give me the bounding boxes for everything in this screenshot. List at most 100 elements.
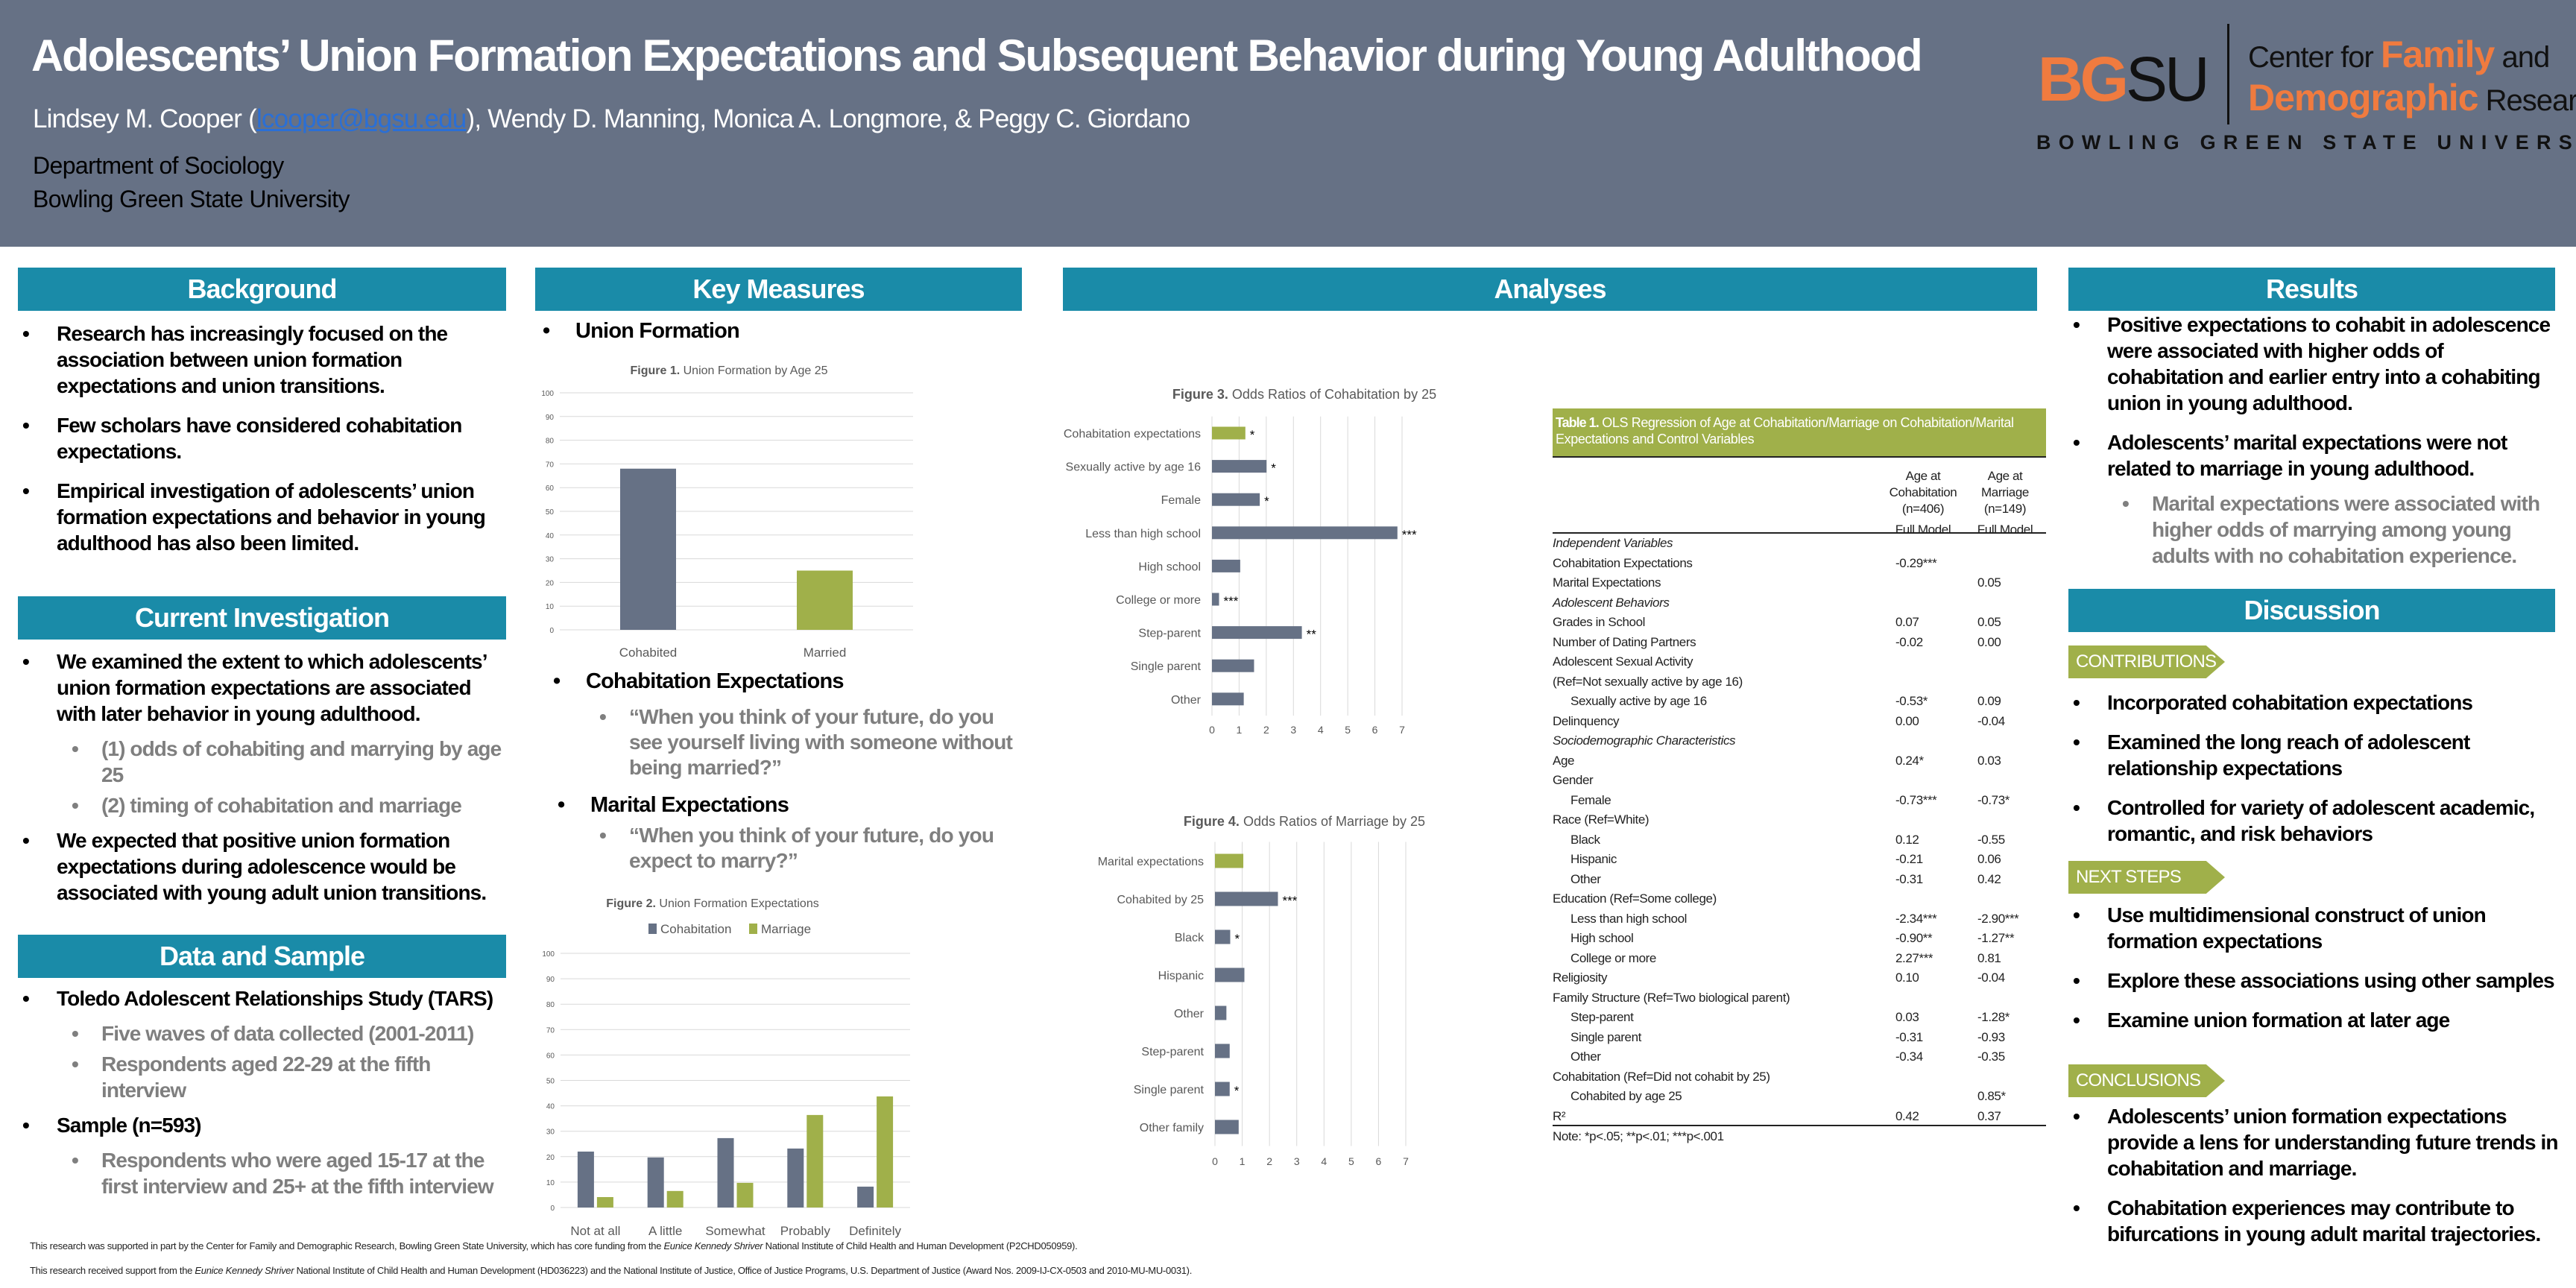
bullet-item: Adolescents’ marital expectations were n… <box>2068 429 2560 482</box>
row-label: High school <box>1570 931 1634 945</box>
table-row: Family Structure (Ref=Two biological par… <box>1553 988 2046 1008</box>
cohabitation-value: -0.34 <box>1895 1049 1923 1064</box>
y-tick-label: 70 <box>546 1026 555 1035</box>
y-tick-label: 50 <box>546 1078 555 1086</box>
funding-note-1: This research was supported in part by t… <box>30 1240 1078 1251</box>
poster-title: Adolescents’ Union Formation Expectation… <box>31 31 1923 80</box>
bgsu-logo: BGSU <box>2038 44 2210 114</box>
current-investigation-list: We examined the extent to which adolesce… <box>18 648 506 919</box>
row-label: Gender <box>1553 773 1594 787</box>
category-label: A little <box>648 1224 682 1238</box>
cohabitation-value: 0.07 <box>1895 615 1919 629</box>
cohabitation-value: 0.00 <box>1895 713 1919 728</box>
legend-label: Cohabitation <box>660 922 731 936</box>
chart-title: Figure 4. Odds Ratios of Marriage by 25 <box>1184 814 1425 829</box>
table-row: College or more 2.27*** 0.81 <box>1553 949 2046 969</box>
chart-title: Figure 1. Union Formation by Age 25 <box>630 364 827 377</box>
bar <box>787 1148 804 1208</box>
bar <box>647 1157 664 1208</box>
x-tick-label: 6 <box>1372 724 1378 736</box>
marriage-value <box>1964 1067 2046 1087</box>
figure-number: Figure 3. <box>1172 387 1228 402</box>
category-label: Married <box>804 645 847 660</box>
marriage-value <box>1964 889 2046 909</box>
bullet-item: Adolescents’ union formation expectation… <box>2068 1103 2560 1181</box>
row-label: Grades in School <box>1553 615 1646 629</box>
bar <box>1212 426 1246 440</box>
cohabitation-value: -0.29*** <box>1895 555 1937 570</box>
y-tick-label: 20 <box>546 579 555 587</box>
bullet-item: Positive expectations to cohabit in adol… <box>2068 312 2560 416</box>
category-label: Other family <box>1140 1122 1204 1134</box>
bar <box>1212 626 1302 640</box>
table-row: Other -0.34 -0.35 <box>1553 1047 2046 1067</box>
table-row: Age 0.24* 0.03 <box>1553 751 2046 771</box>
contributions-list: Incorporated cohabitation expectations Ex… <box>2068 689 2560 860</box>
category-label: Other <box>1174 1008 1205 1020</box>
table-title: Table 1. OLS Regression of Age at Cohabi… <box>1553 408 2046 458</box>
category-label: Cohabited <box>619 645 678 660</box>
significance-marker: ** <box>1307 628 1317 642</box>
y-tick-label: 90 <box>546 414 555 422</box>
conclusions-list: Adolescents’ union formation expectation… <box>2068 1103 2560 1260</box>
email-link[interactable]: lcooper@bgsu.edu <box>256 104 467 133</box>
cohab-expectations-measure: Cohabitation Expectations <box>546 669 845 694</box>
row-label: Age <box>1553 753 1575 768</box>
cohabitation-value <box>1882 593 1964 613</box>
department: Department of Sociology <box>33 152 284 179</box>
table-row: Cohabited by age 25 0.85* <box>1553 1087 2046 1107</box>
row-label: Black <box>1570 832 1600 847</box>
marriage-value: 0.09 <box>1977 694 2001 708</box>
col-age-marriage: Age at Marriage (n=149) Full Model <box>1977 469 2033 537</box>
marriage-value: 0.85* <box>1977 1089 2006 1103</box>
marriage-value: -0.73* <box>1977 792 2010 807</box>
results-list: Positive expectations to cohabit in adol… <box>2068 312 2560 578</box>
figure-caption: Union Formation by Age 25 <box>680 364 827 377</box>
figure-3-chart: Figure 3. Odds Ratios of Cohabitation by… <box>1064 387 1436 736</box>
cohabitation-value <box>1882 652 1964 672</box>
data-sample-list: Toledo Adolescent Relationships Study (T… <box>18 985 506 1208</box>
table-row: Number of Dating Partners -0.02 0.00 <box>1553 633 2046 653</box>
bar <box>1215 891 1278 906</box>
marriage-value <box>1964 652 2046 672</box>
cohabitation-value <box>1882 672 1964 692</box>
bar <box>596 1197 613 1208</box>
bullet-item: We expected that positive union formatio… <box>18 827 506 906</box>
bar <box>857 1187 874 1208</box>
cohabitation-value <box>1882 771 1964 791</box>
marriage-value: -0.55 <box>1977 832 2005 847</box>
table-row: Other -0.31 0.42 <box>1553 870 2046 890</box>
category-label: Single parent <box>1131 660 1202 673</box>
bar <box>1212 559 1240 572</box>
table-row: Cohabitation (Ref=Did not cohabit by 25) <box>1553 1067 2046 1087</box>
row-label: Education (Ref=Some college) <box>1553 891 1717 906</box>
significance-marker: * <box>1250 428 1255 442</box>
bullet-item: Sample (n=593) <box>18 1112 506 1138</box>
author-line: Lindsey M. Cooper (lcooper@bgsu.edu), We… <box>33 104 1190 134</box>
bullet-item: Research has increasingly focused on the… <box>18 321 506 399</box>
bar <box>620 468 676 630</box>
category-label: Black <box>1175 932 1205 944</box>
cohab-question: “When you think of your future, do you s… <box>535 704 1027 780</box>
next-steps-tag: NEXT STEPS <box>2068 861 2225 894</box>
y-tick-label: 80 <box>546 1001 555 1009</box>
bar <box>1215 1044 1230 1058</box>
marriage-value: 0.06 <box>1977 852 2001 866</box>
bullet-item: Controlled for variety of adolescent aca… <box>2068 795 2560 847</box>
x-tick-label: 2 <box>1266 1155 1272 1167</box>
marriage-value: 0.37 <box>1977 1108 2001 1123</box>
university: Bowling Green State University <box>33 186 350 212</box>
y-tick-label: 0 <box>550 1205 555 1213</box>
bar <box>1215 1006 1227 1020</box>
x-tick-label: 4 <box>1318 724 1324 736</box>
y-tick-label: 40 <box>546 1103 555 1111</box>
category-label: Less than high school <box>1085 528 1201 540</box>
marriage-value: -0.04 <box>1977 713 2005 728</box>
bullet-item: Examined the long reach of adolescent re… <box>2068 729 2560 781</box>
cohabitation-value <box>1882 1087 1964 1107</box>
marriage-value <box>1964 988 2046 1008</box>
bar <box>736 1182 754 1208</box>
y-tick-label: 90 <box>546 976 555 984</box>
cohabitation-value <box>1882 889 1964 909</box>
marriage-value: -1.27** <box>1977 931 2015 945</box>
